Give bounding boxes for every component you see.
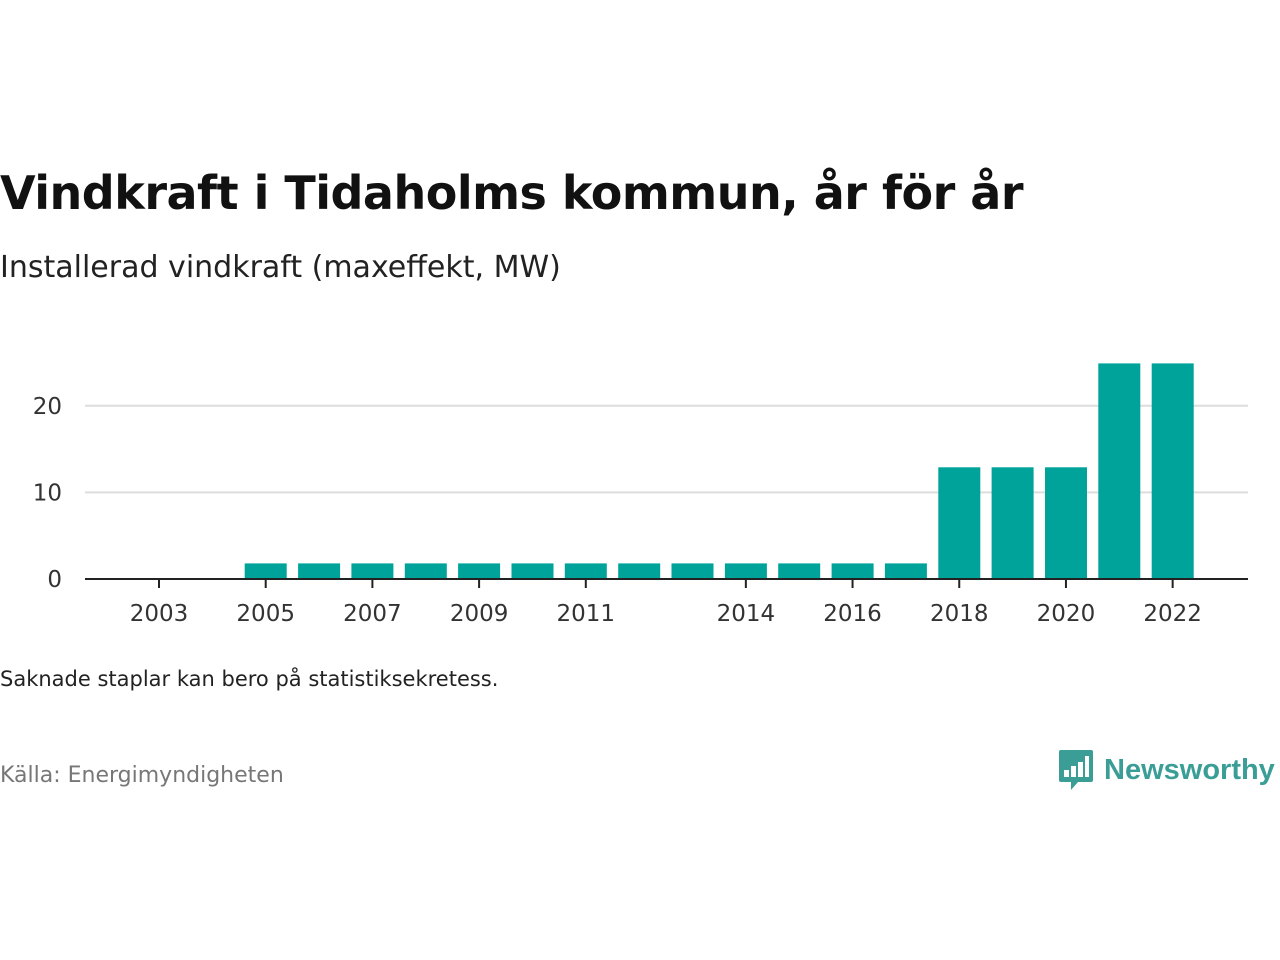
footnote: Saknade staplar kan bero på statistiksek… [0, 667, 499, 691]
bar-2016 [831, 563, 874, 579]
bars [244, 363, 1194, 579]
y-tick-label: 20 [33, 394, 62, 420]
x-tick-label: 2022 [1143, 601, 1202, 627]
bar-2022 [1151, 363, 1194, 579]
bar-2013 [671, 563, 714, 579]
brand-name: Newsworthy [1104, 753, 1275, 786]
bar-2018 [938, 467, 981, 579]
bar-chart-speech-bubble-icon [1059, 750, 1093, 790]
x-tick-label: 2007 [343, 601, 402, 627]
bar-2020 [1045, 467, 1087, 579]
bar-2017 [884, 563, 927, 579]
brand-logo: Newsworthy [1058, 746, 1275, 794]
bar-2008 [404, 563, 447, 579]
bar-2012 [618, 563, 661, 579]
bar-2015 [778, 563, 821, 579]
bar-2010 [511, 563, 554, 579]
bar-2011 [564, 563, 607, 579]
bar-2014 [724, 563, 767, 579]
bar-2021 [1098, 363, 1141, 579]
bar-2019 [991, 467, 1034, 579]
y-axis-ticks: 0 10 20 [33, 394, 62, 593]
y-tick-label: 10 [33, 480, 62, 506]
chart-subtitle: Installerad vindkraft (maxeffekt, MW) [0, 250, 561, 285]
x-tick-label: 2003 [130, 601, 189, 627]
y-tick-label: 0 [47, 567, 62, 593]
x-tick-label: 2018 [930, 601, 989, 627]
x-tick-label: 2014 [717, 601, 776, 627]
source-label: Källa: Energimyndigheten [0, 763, 284, 788]
chart-title: Vindkraft i Tidaholms kommun, år för år [0, 166, 1024, 220]
x-tick-label: 2011 [557, 601, 616, 627]
x-tick-label: 2016 [823, 601, 882, 627]
x-tick-label: 2005 [236, 601, 295, 627]
bar-2007 [351, 563, 394, 579]
x-tick-label: 2009 [450, 601, 509, 627]
bar-2009 [458, 563, 501, 579]
bar-2005 [244, 563, 287, 579]
bar-2006 [298, 563, 341, 579]
x-tick-label: 2020 [1037, 601, 1096, 627]
x-axis-ticks: 2003 2005 2007 2009 2011 2014 2016 2018 2020 2022 [130, 579, 1202, 627]
